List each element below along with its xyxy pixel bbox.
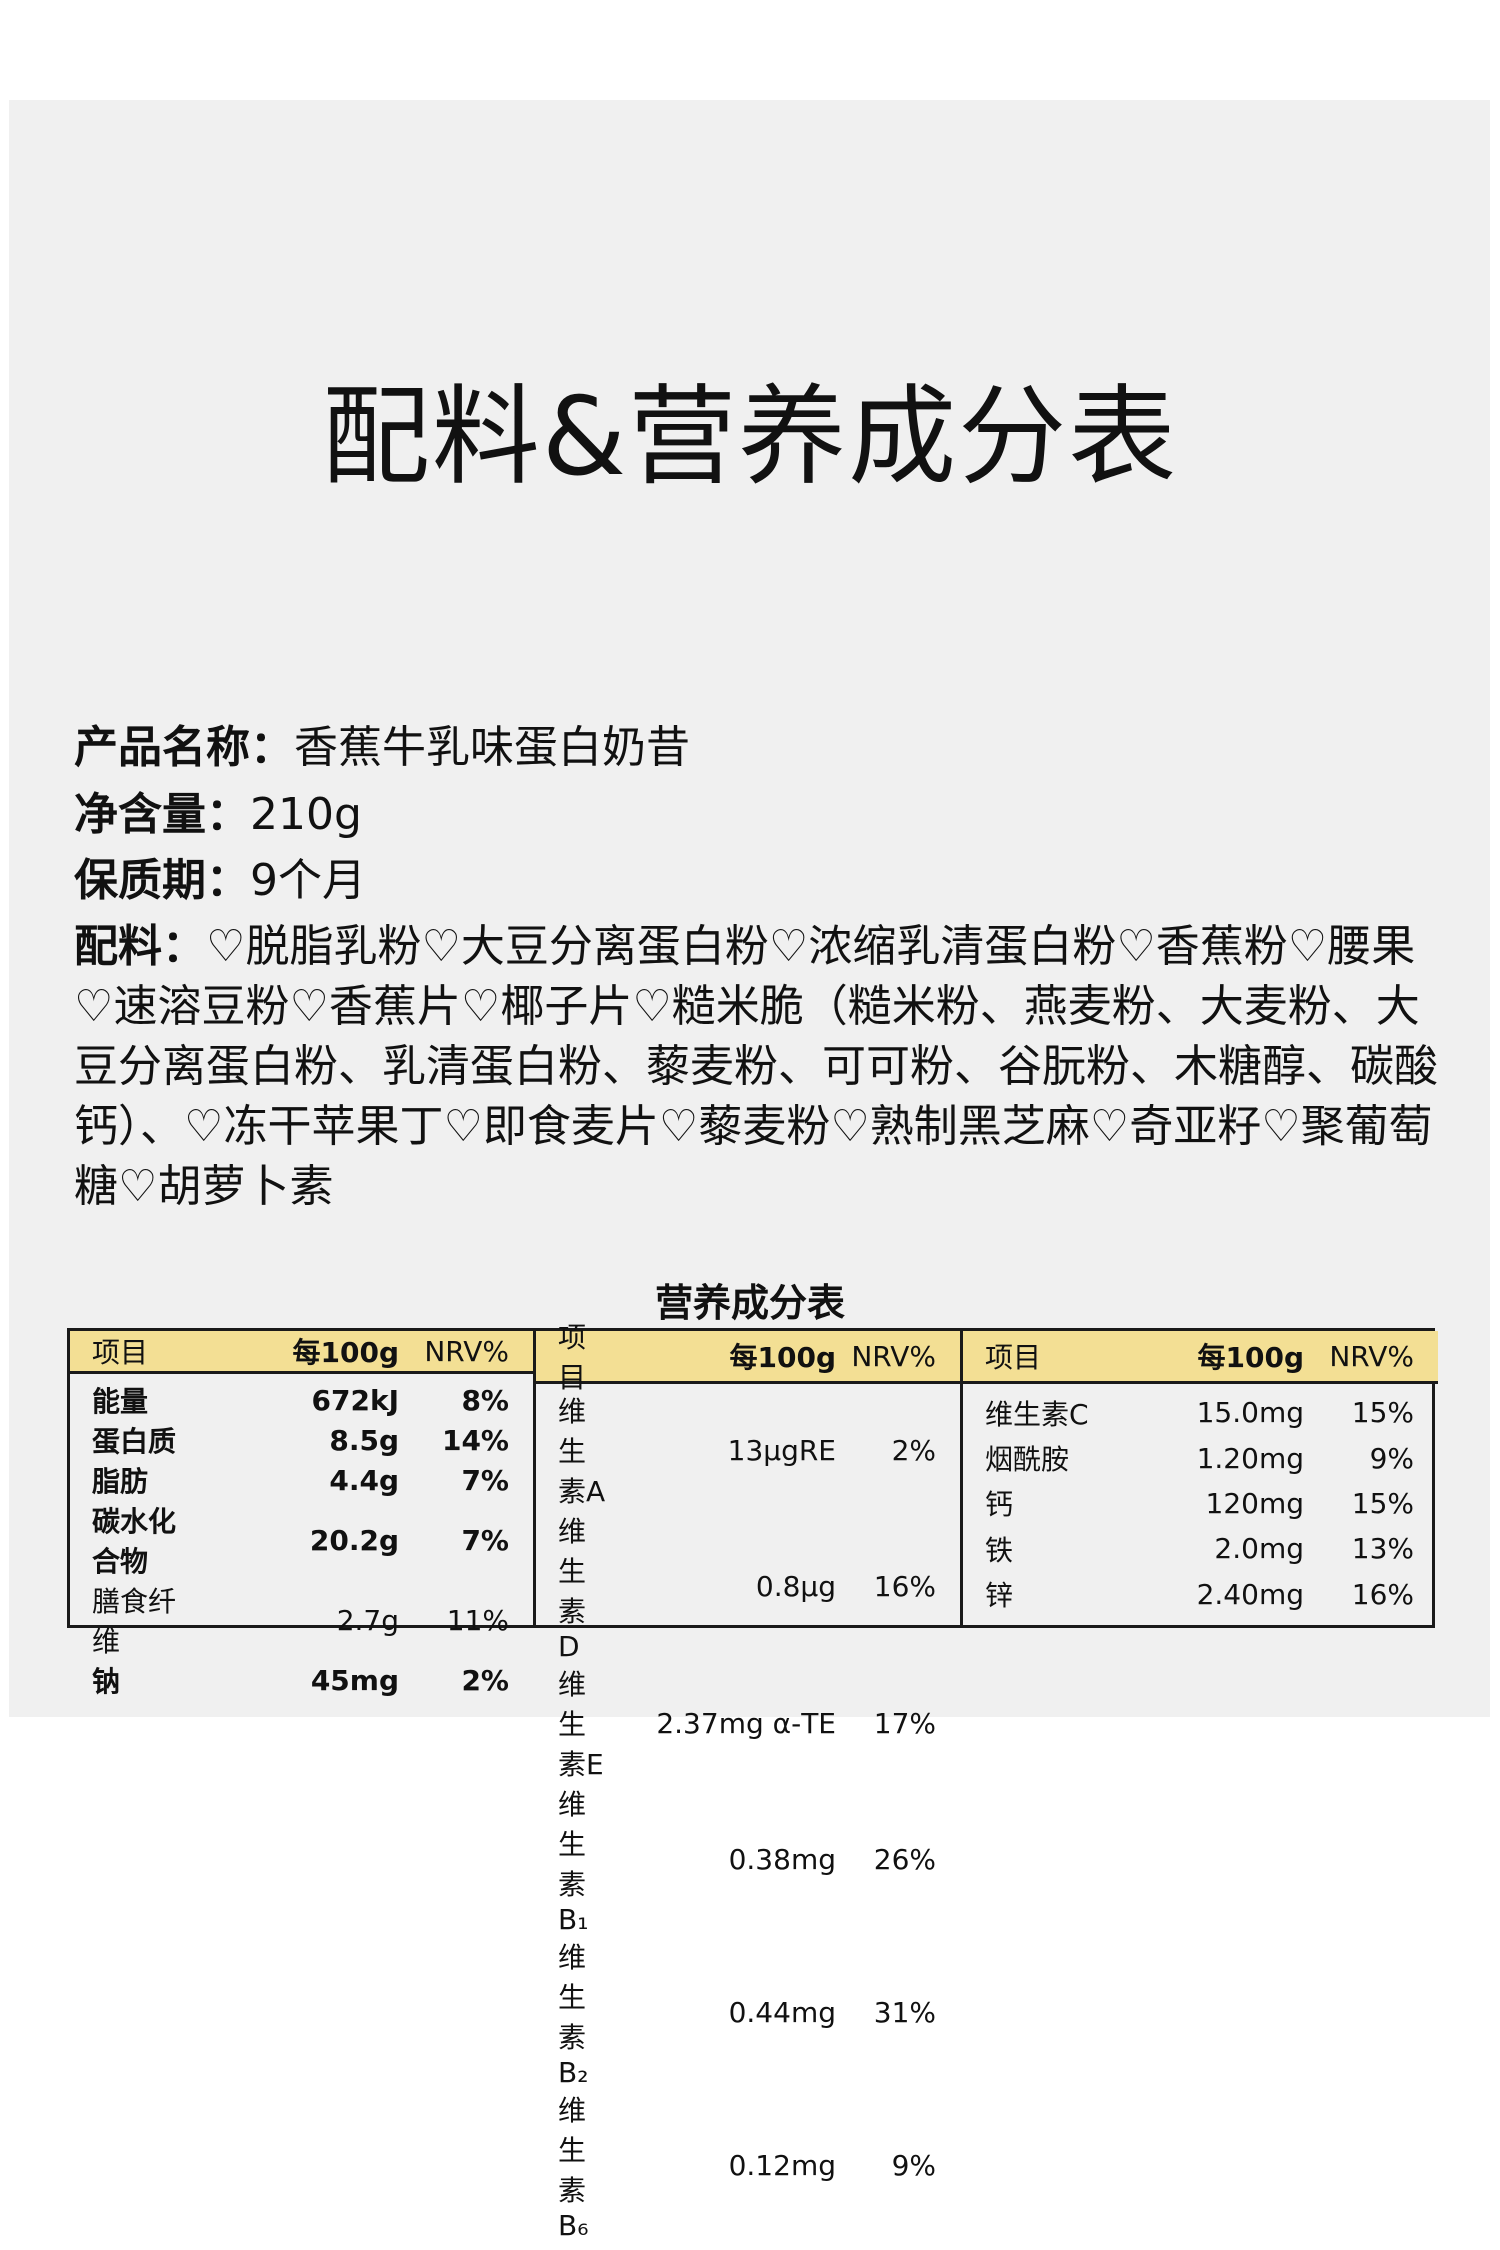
nutrient-amount: 20.2g (309, 1523, 399, 1557)
nutrient-name: 脂肪 (92, 1465, 149, 1498)
shelf-life-label: 保质期： (74, 855, 250, 906)
nutrient-nrv: 7% (461, 1463, 509, 1497)
table-row: 维生素B₂ 0.44mg 31% (536, 1936, 960, 2089)
nutrient-name: 膳食纤维 (92, 1585, 177, 1658)
table-row: 能量 672kJ 8% (70, 1380, 533, 1420)
nutrient-name: 蛋白质 (92, 1425, 177, 1458)
nutrient-amount: 2.40mg (1196, 1577, 1304, 1611)
net-content-value: 210g (250, 789, 362, 840)
page-title: 配料&营养成分表 (321, 375, 1179, 500)
nutrient-name: 维生素D (558, 1515, 587, 1663)
nutrient-nrv: 31% (873, 1996, 936, 2029)
product-name-value: 香蕉牛乳味蛋白奶昔 (294, 722, 690, 773)
shelf-life-line: 保质期：9个月 (74, 851, 1444, 911)
nutrient-amount: 45mg (310, 1663, 399, 1697)
header-item: 项目 (985, 1341, 1042, 1374)
nutrient-amount: 2.37mg α-TE (656, 1706, 836, 1740)
nutrition-column-2: 项目 每100g NRV% 维生素A 13μgRE 2% 维生素D 0.8μg 16% 维生素E 2… (536, 1321, 963, 2242)
header-nrv: NRV% (424, 1334, 509, 1368)
nutrient-amount: 0.44mg (728, 1996, 836, 2029)
nutrient-amount: 2.7g (336, 1603, 399, 1637)
nutrient-nrv: 16% (1351, 1577, 1414, 1611)
table-row: 钠 45mg 2% (70, 1660, 533, 1700)
table-row: 钙 120mg 15% (963, 1483, 1438, 1523)
content-panel (9, 100, 1490, 1717)
table-row: 烟酰胺 1.20mg 9% (963, 1438, 1438, 1478)
nutrient-name: 维生素C (985, 1397, 1089, 1431)
table-row: 脂肪 4.4g 7% (70, 1460, 533, 1500)
nutrient-name: 铁 (985, 1533, 1014, 1567)
table-row: 碳水化合物 20.2g 7% (70, 1500, 533, 1580)
header-per-100g: 每100g (292, 1336, 400, 1369)
header-nrv: NRV% (851, 1339, 936, 1373)
table-row: 维生素B₆ 0.12mg 9% (536, 2089, 960, 2242)
shelf-life-value: 9个月 (250, 855, 366, 906)
nutrient-nrv: 2% (461, 1663, 509, 1697)
nutrient-name: 碳水化合物 (92, 1505, 177, 1578)
header-per-100g: 每100g (729, 1341, 837, 1374)
net-content-label: 净含量： (74, 789, 250, 840)
nutrient-amount: 8.5g (329, 1423, 399, 1457)
nutrition-column-3: 项目 每100g NRV% 维生素C 15.0mg 15% 烟酰胺 1.20mg 9% 钙 120m… (963, 1331, 1438, 1625)
table-row: 膳食纤维 2.7g 11% (70, 1580, 533, 1660)
table-row: 维生素B₁ 0.38mg 26% (536, 1783, 960, 1936)
table-row: 维生素D 0.8μg 16% (536, 1510, 960, 1663)
table-header: 项目 每100g NRV% (70, 1331, 533, 1374)
nutrient-nrv: 2% (891, 1433, 936, 1467)
table-header: 项目 每100g NRV% (963, 1331, 1438, 1384)
nutrient-amount: 1.20mg (1196, 1441, 1304, 1475)
nutrient-name: 烟酰胺 (985, 1443, 1070, 1477)
table-row: 蛋白质 8.5g 14% (70, 1420, 533, 1460)
nutrient-nrv: 13% (1351, 1532, 1414, 1566)
table-row: 维生素E 2.37mg α-TE 17% (536, 1663, 960, 1783)
nutrition-table-title: 营养成分表 (654, 1281, 845, 1325)
nutrient-nrv: 15% (1351, 1486, 1414, 1520)
nutrient-nrv: 16% (873, 1570, 936, 1603)
nutrient-name: 维生素B₁ (558, 1788, 589, 1936)
header-item: 项目 (558, 1321, 587, 1394)
header-per-100g: 每100g (1197, 1341, 1305, 1374)
ingredients-label: 配料： (74, 921, 206, 972)
net-content-line: 净含量：210g (74, 785, 1444, 845)
nutrient-amount: 672kJ (311, 1383, 400, 1417)
nutrient-name: 维生素E (558, 1668, 604, 1781)
nutrient-amount: 2.0mg (1214, 1532, 1304, 1566)
header-nrv: NRV% (1329, 1339, 1414, 1373)
nutrient-nrv: 9% (1369, 1441, 1414, 1475)
nutrition-table: 项目 每100g NRV% 能量 672kJ 8% 蛋白质 8.5g 14% 脂肪 4.4g 7% 碳水… (67, 1321, 1438, 2242)
nutrient-name: 钠 (92, 1665, 121, 1698)
table-header: 项目 每100g NRV% (536, 1321, 960, 1394)
table-row: 维生素A 13μgRE 2% (536, 1390, 960, 1510)
product-name-label: 产品名称： (74, 722, 294, 773)
nutrient-nrv: 7% (461, 1523, 509, 1557)
nutrient-name: 能量 (92, 1385, 149, 1418)
nutrient-nrv: 8% (461, 1383, 509, 1417)
nutrient-amount: 4.4g (329, 1463, 399, 1497)
table-row: 维生素C 15.0mg 15% (963, 1393, 1438, 1433)
nutrient-nrv: 9% (891, 2149, 936, 2182)
nutrient-name: 维生素B₂ (558, 1941, 589, 2089)
nutrient-amount: 120mg (1205, 1486, 1305, 1520)
nutrient-amount: 15.0mg (1196, 1396, 1304, 1430)
table-row: 铁 2.0mg 13% (963, 1529, 1438, 1569)
nutrient-amount: 13μgRE (727, 1433, 836, 1467)
ingredients-value: ♡脱脂乳粉♡大豆分离蛋白粉♡浓缩乳清蛋白粉♡香蕉粉♡腰果♡速溶豆粉♡香蕉片♡椰子… (74, 921, 1438, 1212)
product-name-line: 产品名称：香蕉牛乳味蛋白奶昔 (74, 718, 1444, 778)
nutrient-name: 维生素B₆ (558, 2094, 589, 2242)
table-row: 锌 2.40mg 16% (963, 1574, 1438, 1614)
nutrient-name: 钙 (985, 1488, 1014, 1522)
nutrient-nrv: 26% (873, 1843, 936, 1876)
nutrient-name: 维生素A (558, 1395, 606, 1508)
nutrient-amount: 0.38mg (728, 1843, 836, 1876)
nutrient-amount: 0.8μg (755, 1570, 836, 1603)
nutrient-amount: 0.12mg (728, 2149, 836, 2182)
nutrient-name: 锌 (985, 1579, 1014, 1613)
nutrient-nrv: 14% (441, 1423, 509, 1457)
nutrition-column-1: 项目 每100g NRV% 能量 672kJ 8% 蛋白质 8.5g 14% 脂肪 4.4g 7% 碳水… (70, 1331, 536, 1698)
nutrient-nrv: 15% (1351, 1396, 1414, 1430)
ingredients-line: 配料：♡脱脂乳粉♡大豆分离蛋白粉♡浓缩乳清蛋白粉♡香蕉粉♡腰果♡速溶豆粉♡香蕉片… (74, 917, 1444, 1217)
nutrient-nrv: 11% (446, 1603, 509, 1637)
nutrient-nrv: 17% (873, 1706, 936, 1740)
header-item: 项目 (92, 1336, 149, 1369)
